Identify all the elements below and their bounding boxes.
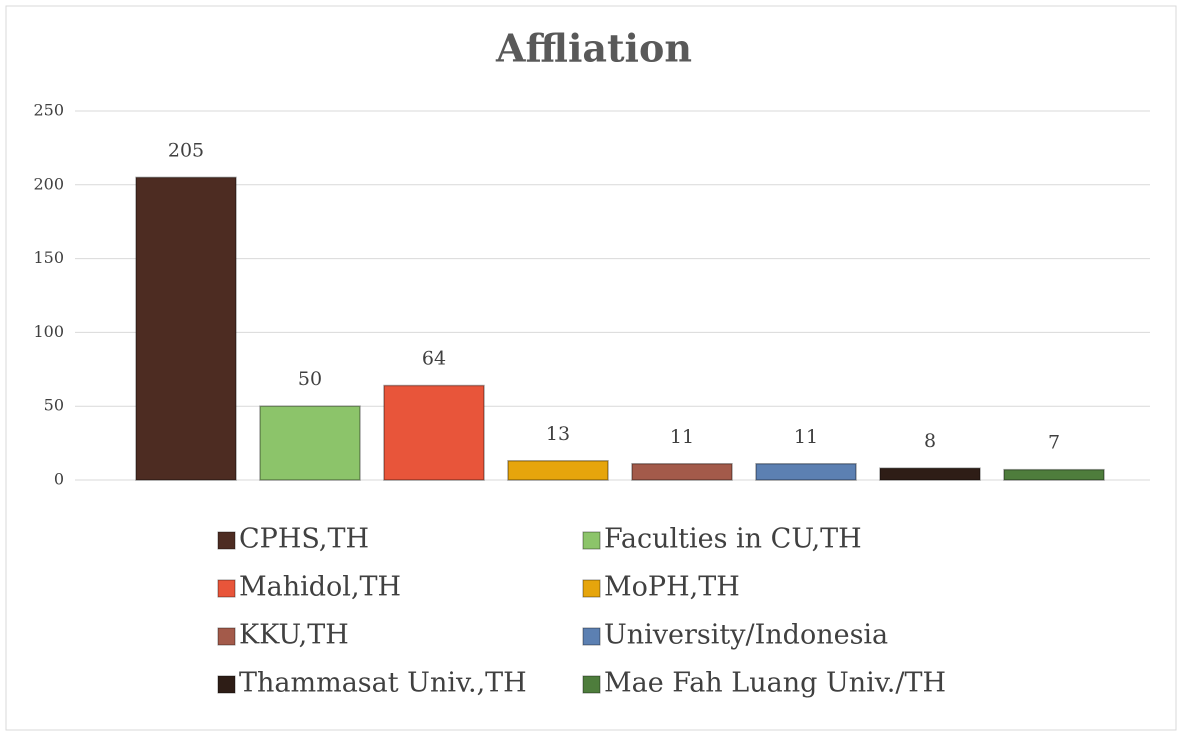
bar — [383, 384, 485, 481]
value-label: 50 — [298, 368, 322, 390]
y-tick-label: 250 — [33, 101, 64, 120]
bar — [135, 176, 237, 481]
legend-swatch — [217, 675, 236, 694]
value-label: 205 — [168, 139, 204, 161]
y-tick-label: 50 — [44, 396, 64, 415]
bar — [879, 467, 981, 481]
legend-swatch — [217, 627, 236, 646]
y-tick-label: 0 — [54, 470, 64, 489]
value-label: 13 — [546, 423, 570, 445]
value-label: 11 — [794, 426, 818, 448]
value-label: 8 — [924, 430, 936, 452]
value-label: 7 — [1048, 432, 1060, 454]
legend-swatch — [582, 579, 601, 598]
legend-swatch — [582, 627, 601, 646]
legend-swatch — [217, 579, 236, 598]
bar — [507, 460, 609, 481]
legend-label: Mahidol,TH — [239, 572, 401, 603]
legend-label: University/Indonesia — [604, 620, 888, 651]
y-tick-label: 150 — [33, 248, 64, 267]
legend-label: Faculties in CU,TH — [604, 524, 862, 555]
value-label: 64 — [422, 348, 446, 370]
bar — [755, 463, 857, 481]
bar — [259, 405, 361, 481]
bar — [1003, 468, 1105, 481]
legend-label: Mae Fah Luang Univ./TH — [604, 668, 946, 699]
legend-label: Thammasat Univ.,TH — [239, 668, 527, 699]
y-tick-label: 200 — [33, 174, 64, 193]
bar — [631, 463, 733, 481]
legend-swatch — [217, 531, 236, 550]
legend-swatch — [582, 531, 601, 550]
value-label: 11 — [670, 426, 694, 448]
chart-title: Affliation — [495, 26, 692, 71]
y-tick-label: 100 — [33, 322, 64, 341]
legend-swatch — [582, 675, 601, 694]
legend-label: CPHS,TH — [239, 524, 369, 555]
legend-label: MoPH,TH — [604, 572, 740, 603]
legend-label: KKU,TH — [239, 620, 349, 651]
